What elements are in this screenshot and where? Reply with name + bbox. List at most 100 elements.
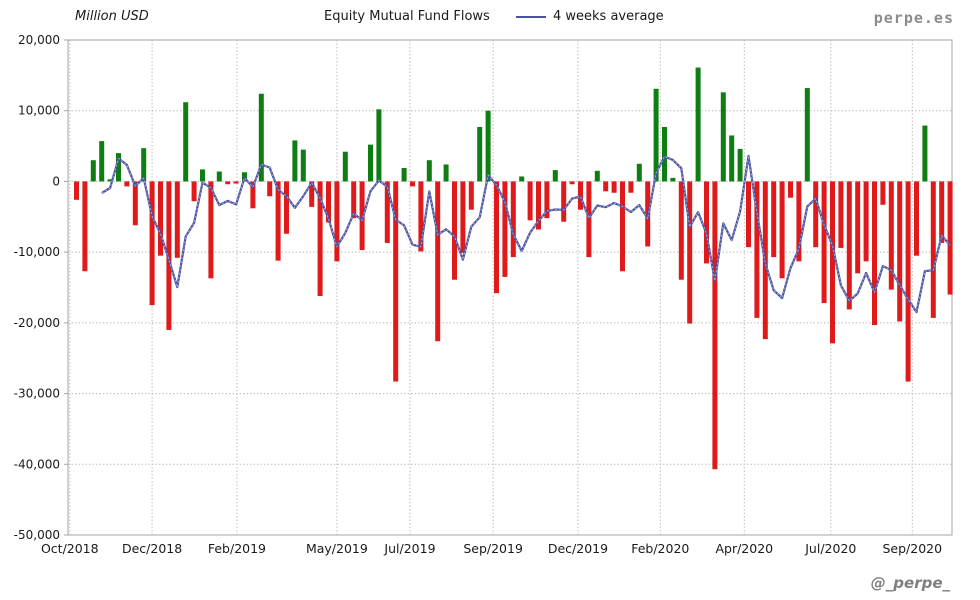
inflow-bar [695,67,701,182]
inflow-bar [922,125,928,182]
inflow-bar [292,140,298,182]
outflow-bar [359,181,365,251]
outflow-bar [132,181,138,226]
inflow-bar [116,153,121,182]
outflow-bar [754,181,760,318]
outflow-bar [796,181,802,262]
outflow-bar [880,181,886,205]
outflow-bar [74,181,79,200]
outflow-bar [897,181,903,322]
outflow-bar [166,181,172,330]
average-line-swatch [516,15,546,18]
inflow-bar [653,88,659,182]
outflow-bar [771,181,777,258]
inflow-bar [804,88,810,182]
inflow-bar [200,169,205,182]
outflow-bar [930,181,936,318]
y-tick-label: 10,000 [18,104,60,118]
outflow-bar [393,181,399,382]
outflow-bar [502,181,508,277]
outflow-bar [149,181,155,306]
inflow-bar [258,93,264,182]
y-tick-label: 0 [52,174,60,188]
inflow-bar [342,151,348,182]
inflow-bar [90,160,96,182]
chart-title: Equity Mutual Fund Flows [324,9,490,24]
outflow-bar [82,181,88,272]
y-tick-label: -50,000 [14,528,60,542]
outflow-bar [569,181,575,185]
outflow-bar [334,181,340,262]
outflow-bar [872,181,877,325]
y-tick-label: -30,000 [14,387,60,401]
outflow-bar [351,181,357,219]
inflow-bar [443,164,449,182]
outflow-bar [855,181,861,274]
author-handle: @_perpe_ [870,574,950,592]
outflow-bar [813,181,819,248]
inflow-bar [552,170,558,182]
outflow-bar [250,181,256,209]
inflow-bar [141,148,147,182]
inflow-bar [662,126,667,182]
x-tick-label: Oct/2018 [41,541,99,556]
outflow-bar [905,181,911,382]
outflow-bar [309,181,315,207]
y-tick-label: -10,000 [14,245,60,259]
inflow-bar [670,177,676,182]
inflow-bar [368,144,373,182]
x-tick-label: Jul/2019 [383,541,435,556]
inflow-bar [477,126,483,182]
brand-watermark: perpe.es [873,9,954,27]
outflow-bar [158,181,163,256]
outflow-bar [914,181,919,256]
inflow-bar [519,176,525,182]
outflow-bar [544,181,550,219]
outflow-bar [863,181,869,262]
inflow-bar [737,148,743,182]
outflow-bar [468,181,474,210]
outflow-bar [603,181,609,192]
outflow-bar [712,181,718,470]
inflow-bar [594,170,600,182]
average-line-hatch [101,155,951,314]
outflow-bar [561,181,567,222]
x-tick-label: Sep/2019 [463,541,523,556]
outflow-bar [830,181,835,344]
inflow-bar [376,109,382,182]
outflow-bar [233,181,239,184]
outflow-bar [208,181,214,279]
outflow-bar [174,181,180,258]
outflow-bar [452,181,457,280]
x-tick-label: Dec/2019 [548,541,608,556]
outflow-bar [678,181,684,280]
inflow-bar [216,171,222,182]
outflow-bar [527,181,533,221]
outflow-bar [788,181,793,198]
inflow-bar [300,149,306,182]
outflow-bar [267,181,273,197]
x-tick-label: May/2019 [306,541,368,556]
legend-label: 4 weeks average [553,9,664,24]
outflow-bar [628,181,634,193]
inflow-bar [183,102,189,182]
x-tick-label: Feb/2020 [631,541,689,556]
x-tick-label: Feb/2019 [208,541,266,556]
x-tick-label: Dec/2018 [122,541,182,556]
outflow-bar [317,181,323,296]
outflow-bar [704,181,709,264]
outflow-bar [326,181,331,223]
outflow-bar [536,181,541,230]
outflow-bar [746,181,751,248]
outflow-bar [124,181,130,187]
outflow-bar [384,181,390,243]
outflow-bar [284,181,289,234]
outflow-bar [939,181,945,243]
outflow-bar [275,181,281,261]
y-tick-label: -20,000 [14,316,60,330]
y-axis-title: Million USD [75,9,149,24]
outflow-bar [846,181,852,310]
y-tick-label: -40,000 [14,457,60,471]
